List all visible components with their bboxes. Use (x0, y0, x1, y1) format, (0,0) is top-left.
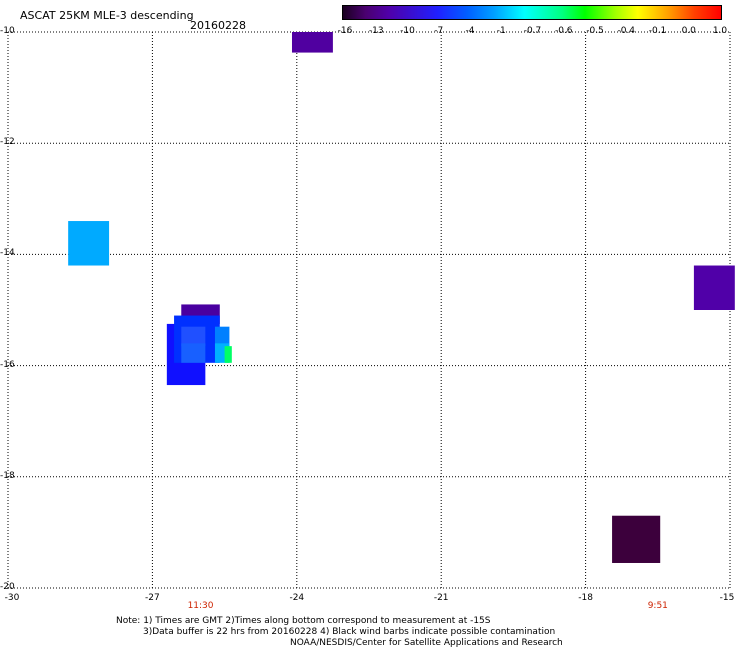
footer-note-2: 3)Data buffer is 22 hrs from 20160228 4)… (143, 627, 556, 637)
footer-credit: NOAA/NESDIS/Center for Satellite Applica… (290, 638, 563, 648)
y-tick-label: -18 (0, 470, 15, 481)
colorbar-tick-label: -0.7 (523, 26, 542, 36)
time-label: 9:51 (647, 601, 668, 611)
colorbar-tick-label: -0.1 (648, 26, 667, 36)
data-cell (181, 326, 206, 347)
colorbar-tick-label: 1.0 (712, 26, 728, 36)
map-date: 20160228 (190, 19, 246, 32)
colorbar-tick-label: 0.0 (681, 26, 696, 36)
x-tick-label: -30 (4, 593, 20, 603)
data-cell (214, 326, 230, 347)
colorbar-tick-label: -4 (465, 26, 475, 36)
grid-lines (7, 31, 731, 589)
colorbar-tick-label: -1 (496, 26, 506, 36)
data-cell (181, 343, 206, 363)
time-label: 11:30 (187, 601, 214, 611)
colorbar (342, 5, 722, 20)
colorbar-tick-label: -16 (337, 26, 353, 36)
y-tick-label: -14 (0, 248, 15, 259)
colorbar-tick-label: -7 (434, 26, 444, 36)
colorbar-tick-label: -13 (368, 26, 384, 36)
y-tick-label: -20 (0, 582, 15, 592)
y-tick-label: -16 (0, 359, 15, 370)
x-tick-label: -21 (433, 593, 449, 603)
x-tick-label: -24 (289, 593, 305, 603)
x-tick-label: -15 (719, 593, 735, 603)
data-cell (291, 32, 333, 53)
data-cell (224, 346, 232, 363)
colorbar-tick-label: -0.4 (617, 26, 636, 36)
colorbar-tick-label: -0.5 (586, 26, 604, 36)
x-tick-label: -18 (578, 593, 593, 603)
data-cell (68, 221, 110, 266)
y-tick-label: -12 (0, 137, 15, 148)
data-cell (612, 515, 661, 563)
data-cell (693, 265, 735, 310)
x-tick-label: -27 (145, 593, 160, 603)
y-tick-label: -10 (0, 26, 15, 36)
map-title: ASCAT 25KM MLE-3 descending (20, 9, 194, 22)
colorbar-tick-label: -0.6 (554, 26, 573, 36)
colorbar-tick-label: -10 (400, 26, 415, 36)
plot-frame (8, 32, 730, 588)
footer-note-1: Note: 1) Times are GMT 2)Times along bot… (116, 616, 491, 626)
data-cells (68, 32, 735, 563)
